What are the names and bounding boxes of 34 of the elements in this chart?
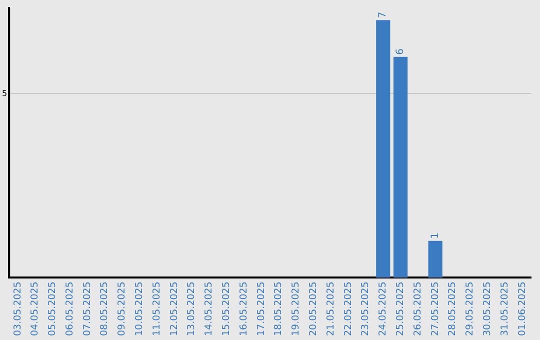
x-tick-label: 28.05.2025 xyxy=(447,282,458,336)
x-tick-label: 21.05.2025 xyxy=(325,282,336,336)
x-tick-label: 23.05.2025 xyxy=(360,282,372,336)
y-tick-label: 5 xyxy=(2,88,8,98)
x-tick-label: 12.05.2025 xyxy=(168,282,180,336)
x-tick-label: 06.05.2025 xyxy=(64,282,76,336)
data-label: 6 xyxy=(395,48,406,55)
x-tick-label: 18.05.2025 xyxy=(273,282,284,336)
x-tick-label: 17.05.2025 xyxy=(256,282,267,336)
x-tick-label: 16.05.2025 xyxy=(238,282,250,336)
x-tick-label: 15.05.2025 xyxy=(221,282,232,336)
x-tick-label: 20.05.2025 xyxy=(308,282,320,336)
x-tick-label: 19.05.2025 xyxy=(290,282,302,336)
x-tick-label: 27.05.2025 xyxy=(430,282,441,336)
x-tick-label: 25.05.2025 xyxy=(394,282,406,336)
data-label: 7 xyxy=(378,12,389,18)
x-tick-label: 30.05.2025 xyxy=(482,282,493,336)
data-label: 1 xyxy=(430,232,441,239)
x-tick-label: 11.05.2025 xyxy=(151,282,162,336)
x-tick-label: 22.05.2025 xyxy=(342,282,354,336)
x-tick-label: 10.05.2025 xyxy=(134,282,146,336)
x-tick-label: 26.05.2025 xyxy=(412,282,424,336)
x-tick-label: 13.05.2025 xyxy=(186,282,198,336)
x-tick-label: 03.05.2025 xyxy=(12,282,24,336)
x-tick-label: 05.05.2025 xyxy=(47,282,58,336)
x-tick-label: 14.05.2025 xyxy=(204,282,215,336)
x-tick-label: 31.05.2025 xyxy=(499,282,510,336)
x-tick-label: 09.05.2025 xyxy=(116,282,128,336)
x-tick-label: 07.05.2025 xyxy=(82,282,93,336)
x-tick-label: 08.05.2025 xyxy=(99,282,110,336)
x-tick-label: 04.05.2025 xyxy=(30,282,41,336)
x-tick-label: 24.05.2025 xyxy=(378,282,389,336)
x-tick-label: 29.05.2025 xyxy=(464,282,476,336)
x-tick-label: 01.06.2025 xyxy=(516,282,528,336)
